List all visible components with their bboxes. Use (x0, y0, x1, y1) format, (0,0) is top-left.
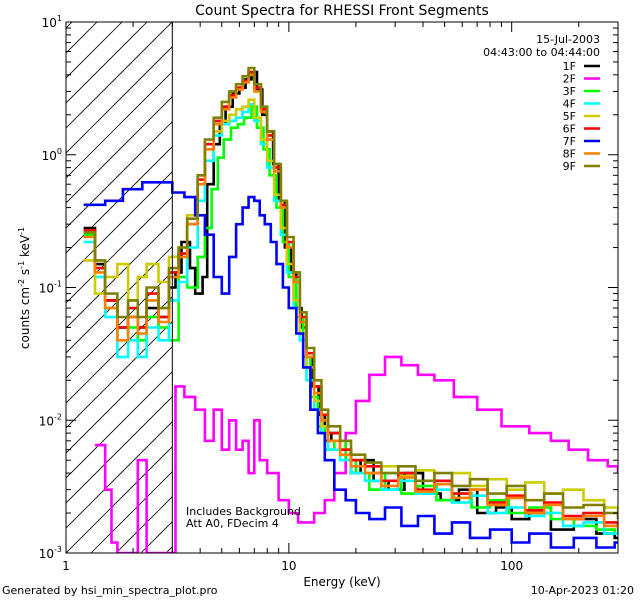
time-range: 04:43:00 to 04:44:00 (483, 46, 600, 59)
hatch-line (66, 22, 173, 129)
x-tick-label: 1 (62, 559, 70, 573)
series-9F (83, 66, 618, 520)
footer-generated-by: Generated by hsi_min_spectra_plot.pro (2, 584, 218, 597)
hatch-line (291, 3, 640, 553)
x-axis-label: Energy (keV) (303, 575, 380, 589)
chart-title: Count Spectra for RHESSI Front Segments (195, 3, 489, 19)
y-tick-label: 100 (42, 147, 62, 163)
annotation-attenuator: Att A0, FDecim 4 (186, 517, 279, 530)
y-label-sup2: -1 (17, 261, 26, 269)
hatch-line (0, 3, 16, 553)
legend-label-2F: 2F (563, 73, 576, 86)
hatch-line (616, 3, 640, 553)
y-tick-label: 10-2 (39, 412, 62, 428)
hatch-line (66, 271, 173, 379)
y-tick-label: 10-1 (39, 280, 62, 296)
annotation-background: Includes Background (186, 505, 301, 518)
footer-timestamp: 10-Apr-2023 01:20 (530, 584, 634, 597)
hatch-line (66, 46, 173, 154)
hatch-line (366, 3, 640, 553)
hatch-line (341, 3, 640, 553)
y-label-sup1: -2 (17, 279, 26, 287)
hatch-line (66, 396, 173, 504)
y-label-mid: s (18, 269, 32, 279)
hatch-line (591, 3, 640, 553)
hatch-line (66, 71, 173, 179)
axis-ticks: 1 10 100 101 100 10-1 10-2 10-3 (39, 14, 619, 573)
legend-label-3F: 3F (563, 85, 576, 98)
x-tick-label: 100 (500, 559, 523, 573)
y-label-base: counts cm (18, 287, 32, 349)
legend-label-6F: 6F (563, 123, 576, 136)
observation-date: 15-Jul-2003 (536, 33, 600, 46)
series-4F (83, 103, 618, 535)
series-8F (83, 73, 618, 530)
y-tick-label: 101 (42, 14, 62, 30)
y-label-tail: keV (18, 234, 32, 261)
hatch-line (541, 3, 640, 553)
series-7F (83, 181, 618, 549)
hatch-line (66, 22, 148, 104)
hatch-line (66, 296, 173, 404)
hatch-line (66, 22, 73, 29)
y-axis-label: counts cm-2 s-1 keV-1 (17, 227, 32, 349)
series-2F (95, 355, 618, 553)
legend-label-5F: 5F (563, 110, 576, 123)
hatch-line (266, 3, 640, 553)
hatch-line (416, 3, 640, 553)
y-label-sup3: -1 (17, 227, 26, 235)
hatch-line (441, 3, 640, 553)
legend-label-8F: 8F (563, 148, 576, 161)
x-tick-label: 10 (281, 559, 296, 573)
legend-label-4F: 4F (563, 98, 576, 111)
legend-label-7F: 7F (563, 135, 576, 148)
hatch-line (466, 3, 640, 553)
hatch-line (66, 196, 173, 304)
hatch-line (516, 3, 640, 553)
hatch-line (66, 446, 173, 553)
hatch-line (66, 371, 173, 479)
y-tick-label: 10-3 (39, 545, 62, 561)
legend-label-1F: 1F (563, 60, 576, 73)
hatch-line (66, 421, 173, 529)
legend-label-9F: 9F (563, 160, 576, 173)
hatch-line (566, 3, 640, 553)
hatch-line (0, 3, 66, 553)
